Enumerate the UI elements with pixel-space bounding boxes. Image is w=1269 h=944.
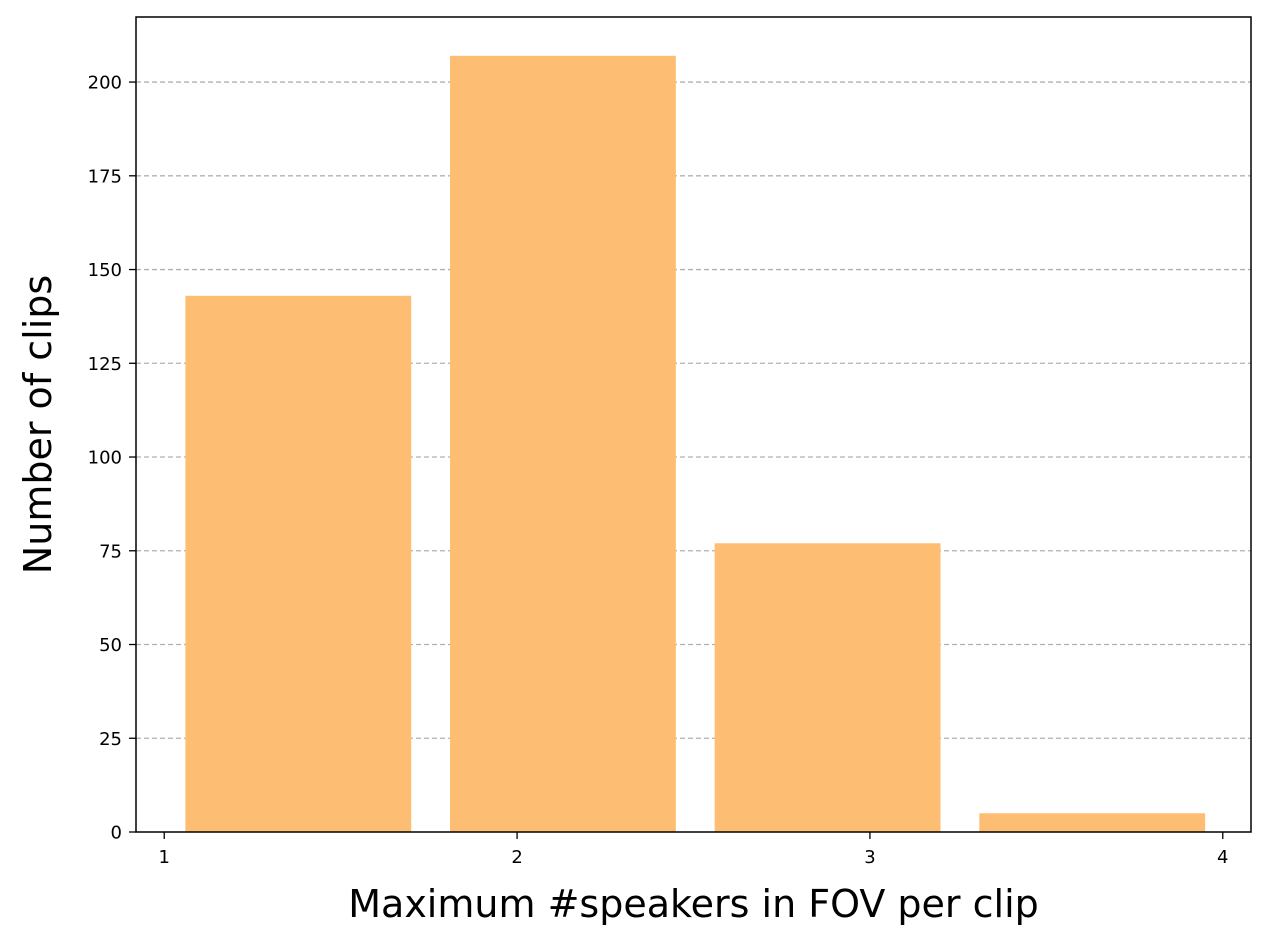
bar-2 xyxy=(450,55,676,833)
x-tick-label: 1 xyxy=(159,847,170,868)
y-tick-label: 125 xyxy=(88,354,122,375)
y-tick-label: 150 xyxy=(88,260,122,281)
bar-4 xyxy=(979,813,1206,832)
y-axis-title: Number of clips xyxy=(16,275,60,574)
bar-layer xyxy=(185,55,1206,833)
x-tick-label: 4 xyxy=(1217,847,1228,868)
y-tick-label: 175 xyxy=(88,166,122,187)
y-tick-label: 75 xyxy=(99,541,122,562)
y-axis-ticks: 0 25 50 75 100 125 150 175 200 xyxy=(88,73,136,844)
y-tick-label: 50 xyxy=(99,635,122,656)
x-axis-title: Maximum #speakers in FOV per clip xyxy=(348,882,1039,926)
y-tick-label: 200 xyxy=(88,73,122,94)
plot-frame xyxy=(135,16,1252,833)
y-tick-label: 100 xyxy=(88,448,122,469)
y-tick-label: 25 xyxy=(99,729,122,750)
y-tick-label: 0 xyxy=(111,823,122,844)
x-tick-label: 3 xyxy=(864,847,875,868)
bar-1 xyxy=(185,295,412,832)
x-axis-ticks: 1 2 3 4 xyxy=(159,832,1228,868)
bar-3 xyxy=(714,543,941,832)
x-tick-label: 2 xyxy=(511,847,522,868)
